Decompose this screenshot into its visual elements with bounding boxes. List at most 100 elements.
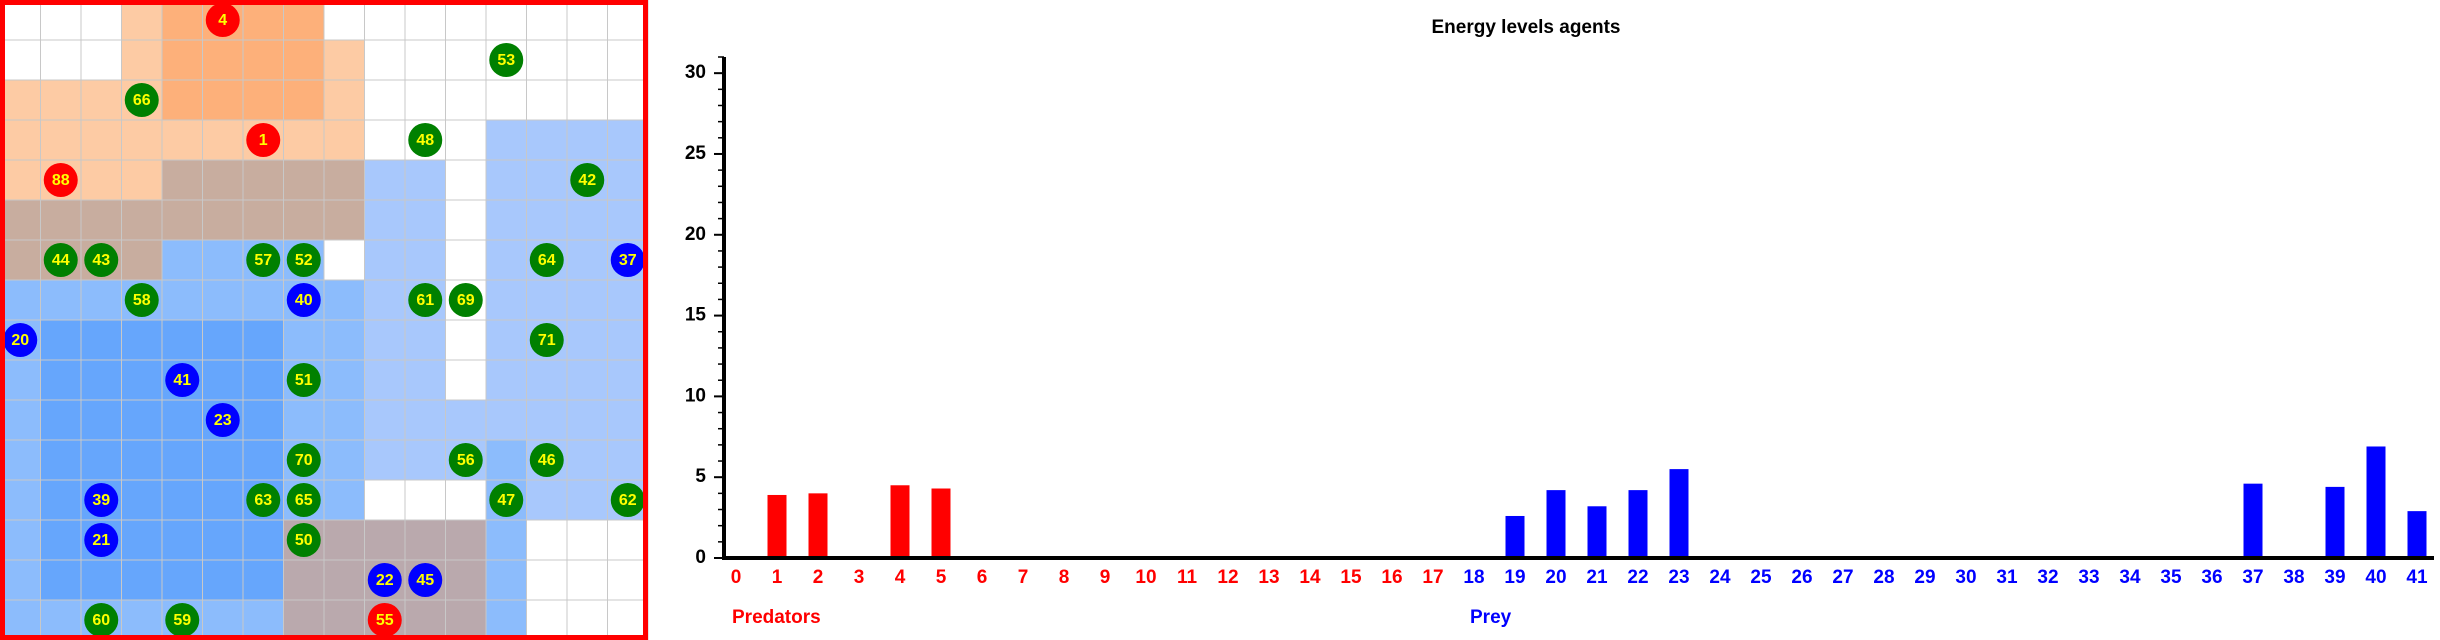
agent: [165, 603, 200, 637]
agent: [246, 483, 281, 517]
agent: [84, 603, 119, 637]
x-tick-label: 14: [1299, 567, 1321, 588]
agent: [84, 523, 119, 557]
agent: [570, 163, 605, 197]
agent: [84, 243, 119, 277]
agent-label: 40: [295, 292, 313, 309]
bar: [931, 488, 951, 558]
x-tick-label: 9: [1100, 567, 1111, 588]
agent: [246, 243, 281, 277]
x-tick-label: 25: [1750, 567, 1772, 588]
agent: [165, 363, 200, 397]
x-tick-label: 33: [2078, 567, 2099, 588]
agent: [286, 363, 321, 397]
agent-label: 23: [214, 412, 232, 429]
y-tick-label: 30: [685, 62, 706, 83]
agent: [286, 523, 321, 557]
x-tick-label: 39: [2324, 567, 2345, 588]
x-tick-label: 20: [1545, 567, 1566, 588]
agent-label: 64: [538, 252, 556, 269]
x-tick-label: 16: [1381, 567, 1402, 588]
agent: [3, 323, 38, 357]
bar: [767, 494, 787, 558]
bar: [2366, 446, 2386, 558]
agent-label: 63: [254, 492, 272, 509]
x-tick-label: 36: [2201, 567, 2222, 588]
x-tick-label: 8: [1059, 567, 1070, 588]
x-tick-label: 28: [1873, 567, 1894, 588]
agent: [205, 403, 240, 437]
x-tick-label: 6: [977, 567, 988, 588]
x-tick-label: 1: [772, 567, 783, 588]
x-tick-label: 2: [813, 567, 824, 588]
agent-label: 70: [295, 452, 313, 469]
agent-label: 56: [457, 452, 475, 469]
x-tick-label: 13: [1258, 567, 1279, 588]
agent-label: 51: [295, 372, 313, 389]
agent-label: 88: [52, 172, 70, 189]
agent-label: 65: [295, 492, 313, 509]
bar: [808, 493, 828, 558]
agent-label: 59: [173, 612, 191, 629]
agent: [610, 243, 645, 277]
agent: [124, 283, 159, 317]
agent: [286, 243, 321, 277]
x-tick-label: 11: [1177, 567, 1198, 588]
legend-entry: Predators: [732, 607, 821, 628]
x-tick-label: 4: [895, 567, 906, 588]
bar: [2243, 483, 2263, 558]
agent-label: 60: [92, 612, 110, 629]
agent: [489, 43, 524, 77]
agent: [529, 443, 564, 477]
x-tick-label: 40: [2365, 567, 2386, 588]
y-tick-label: 0: [695, 547, 706, 568]
legend-entry: Prey: [1470, 607, 1512, 628]
agent: [408, 563, 443, 597]
x-tick-label: 7: [1018, 567, 1029, 588]
agent: [124, 83, 159, 117]
agent: [367, 603, 402, 637]
x-tick-label: 15: [1340, 567, 1362, 588]
bar: [1505, 515, 1525, 558]
x-tick-label: 29: [1914, 567, 1935, 588]
x-tick-label: 5: [936, 567, 947, 588]
agent-label: 21: [92, 532, 110, 549]
y-tick-label: 10: [685, 385, 706, 406]
x-tick-label: 31: [1996, 567, 2018, 588]
x-tick-label: 12: [1217, 567, 1238, 588]
agent: [529, 323, 564, 357]
agent: [43, 163, 78, 197]
agent: [529, 243, 564, 277]
grid-border: [0, 0, 648, 640]
agent-label: 62: [619, 492, 637, 509]
agent-label: 66: [133, 92, 151, 109]
agent-label: 47: [497, 492, 515, 509]
agent-label: 4: [218, 12, 227, 29]
agent-label: 37: [619, 252, 637, 269]
agent-label: 53: [497, 52, 515, 69]
x-tick-label: 41: [2406, 567, 2428, 588]
agent: [286, 283, 321, 317]
bar: [1587, 506, 1607, 558]
y-tick-label: 5: [695, 466, 706, 487]
agent-label: 61: [416, 292, 434, 309]
agent: [246, 123, 281, 157]
agent-label: 20: [11, 332, 29, 349]
x-tick-label: 26: [1791, 567, 1812, 588]
agent-label: 1: [259, 132, 268, 149]
agent: [408, 123, 443, 157]
agent-label: 46: [538, 452, 556, 469]
agent-label: 22: [376, 572, 394, 589]
bar: [2325, 486, 2345, 558]
bar: [890, 485, 910, 558]
x-tick-label: 22: [1627, 567, 1648, 588]
x-tick-label: 0: [731, 567, 742, 588]
agent: [448, 283, 483, 317]
agent-label: 69: [457, 292, 475, 309]
x-tick-label: 17: [1422, 567, 1443, 588]
agent-label: 44: [52, 252, 70, 269]
y-tick-label: 25: [685, 143, 707, 164]
agent: [286, 443, 321, 477]
